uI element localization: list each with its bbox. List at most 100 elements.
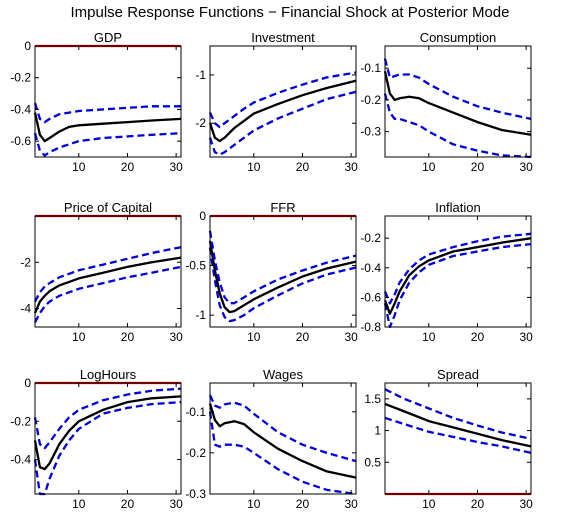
y-tick-label: -0.6 [360,290,381,304]
x-tick-label: 30 [519,330,533,344]
y-tick-label: 0.5 [364,455,381,469]
x-tick-label: 10 [72,330,86,344]
axes-box [384,382,532,495]
x-tick-label: 30 [344,160,358,174]
y-tick-label: -0.3 [185,487,206,501]
x-tick-label: 30 [169,160,183,174]
y-tick-label: -0.4 [360,261,381,275]
y-tick-label: -0.1 [185,405,206,419]
y-tick-label: -0.1 [360,61,381,75]
median-line [33,395,182,471]
x-tick-label: 20 [296,330,310,344]
axes-box [34,45,182,158]
upper-line [33,102,181,124]
x-tick-label: 30 [519,497,533,511]
upper-line [208,71,357,129]
upper-line [384,388,532,440]
y-tick-label: -0.2 [185,446,206,460]
x-tick-label: 10 [247,160,261,174]
panel-title: Inflation [435,200,481,215]
y-tick-label: -1 [195,68,206,82]
median-line [33,112,182,143]
panel-consumption: Consumption 10 20 30 -0.1 -0.2 -0.3 [360,30,533,174]
axes-box [209,45,357,158]
y-tick-label: -0.2 [360,231,381,245]
x-tick-label: 20 [296,160,310,174]
y-tick-label: -0.4 [10,453,31,467]
x-tick-label: 20 [121,497,135,511]
panel-title: Wages [263,367,303,382]
x-tick-label: 10 [247,330,261,344]
panel-price-of-capital: Price of Capital 10 20 30 -2 -4 [20,200,183,344]
panel-gdp: GDP 10 20 30 0 -0.2 -0.4 -0.6 [10,30,183,174]
y-tick-label: -0.8 [360,320,381,334]
upper-line [383,232,532,305]
axes-box [384,215,532,328]
panel-loghours: LogHours 10 20 30 0 -0.2 -0.4 [10,367,183,511]
x-tick-label: 20 [471,160,485,174]
x-tick-label: 10 [72,160,86,174]
lower-line [384,416,532,454]
x-tick-label: 30 [344,497,358,511]
axes-box [209,382,357,495]
median-line [208,403,357,479]
x-tick-label: 20 [121,160,135,174]
x-tick-label: 10 [72,497,86,511]
x-tick-label: 30 [169,497,183,511]
upper-line [208,394,357,463]
upper-line [33,387,182,450]
axes-box [384,45,532,158]
panel-ffr: FFR 10 20 30 0 -0.5 -1 [185,200,358,344]
x-tick-label: 30 [344,330,358,344]
x-tick-label: 10 [422,160,436,174]
lower-line [33,265,182,323]
x-tick-label: 10 [422,497,436,511]
panel-inflation: Inflation 10 20 30 -0.2 -0.4 -0.6 -0.8 [360,200,533,344]
y-tick-label: 1.5 [364,392,381,406]
lower-line [208,90,357,156]
y-tick-label: -0.3 [360,125,381,139]
y-tick-label: -0.4 [10,102,31,116]
y-tick-label: -0.2 [360,93,381,107]
panel-title: Spread [437,367,479,382]
lower-line [383,93,532,159]
y-tick-label: -2 [20,255,31,269]
x-tick-label: 30 [519,160,533,174]
median-line [383,237,532,315]
x-tick-label: 30 [169,330,183,344]
median-line [33,256,182,314]
lower-line [33,132,182,157]
panel-title: LogHours [80,367,137,382]
panel-title: GDP [94,30,122,45]
median-line [208,240,357,314]
y-tick-label: -1 [195,308,206,322]
median-line [383,71,532,136]
upper-line [33,246,182,303]
panel-title: Consumption [420,30,497,45]
y-tick-label: 1 [374,424,381,438]
axes-box [209,215,357,328]
y-tick-label: 0 [199,209,206,223]
figure-title: Impulse Response Functions − Financial S… [71,4,510,21]
y-tick-label: -0.2 [10,414,31,428]
x-tick-label: 20 [471,330,485,344]
x-tick-label: 20 [296,497,310,511]
x-tick-label: 20 [121,330,135,344]
panel-title: Price of Capital [64,200,152,215]
panel-title: FFR [270,200,295,215]
y-tick-label: -4 [20,302,31,316]
y-tick-label: -0.6 [10,134,31,148]
panel-title: Investment [251,30,315,45]
axes-box [34,382,182,495]
x-tick-label: 10 [422,330,436,344]
median-line [208,79,357,143]
y-tick-label: -0.5 [185,259,206,273]
axes-box [34,215,182,328]
y-tick-label: 0 [24,376,31,390]
upper-line [208,230,357,305]
panel-wages: Wages 10 20 30 -0.1 -0.2 -0.3 [185,367,358,511]
panel-spread: Spread 10 20 30 1.5 1 0.5 [364,367,533,511]
y-tick-label: -0.2 [10,71,31,85]
